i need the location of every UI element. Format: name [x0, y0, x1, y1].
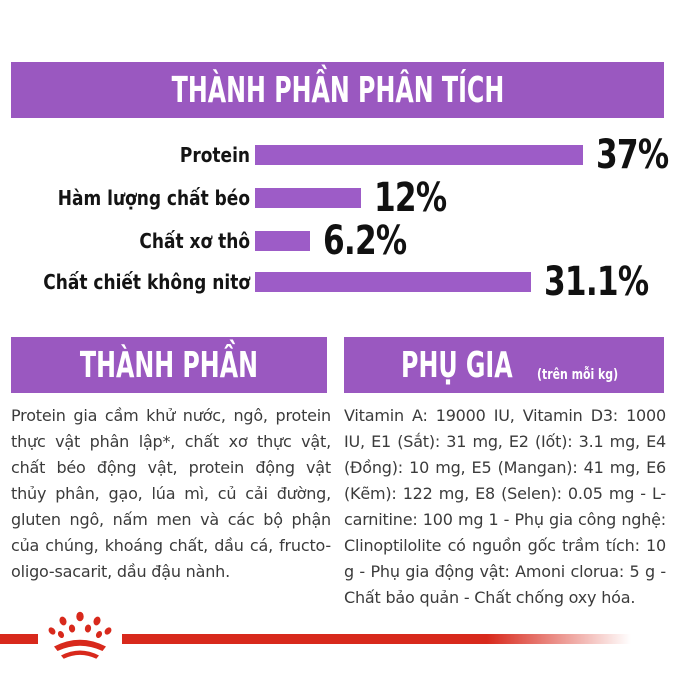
chart-row: Chất chiết không nitơ 31.1%	[0, 259, 675, 305]
bar-label: Chất chiết không nitơ	[43, 270, 250, 294]
chart-row: Chất xơ thô 6.2%	[0, 218, 430, 264]
bar-value: 6.2%	[323, 218, 407, 264]
bar-label: Chất xơ thô	[139, 229, 250, 253]
ingredients-header-banner: THÀNH PHẦN	[11, 337, 327, 393]
bar	[255, 272, 531, 292]
bar-label: Hàm lượng chất béo	[57, 186, 251, 210]
ingredients-title: THÀNH PHẦN	[79, 344, 259, 386]
analysis-title-banner: THÀNH PHẦN PHÂN TÍCH	[11, 62, 664, 118]
chart-row: Protein 37%	[0, 132, 675, 178]
chart-row: Hàm lượng chất béo 12%	[0, 175, 467, 221]
bar	[255, 231, 310, 251]
bar-label: Protein	[179, 143, 250, 167]
additives-header-banner: PHỤ GIA (trên mỗi kg)	[344, 337, 664, 393]
analysis-title: THÀNH PHẦN PHÂN TÍCH	[171, 69, 504, 111]
bar-value: 31.1%	[544, 259, 649, 305]
bar-value: 12%	[374, 175, 447, 221]
footer-red-line-left	[0, 634, 38, 644]
additives-text: Vitamin A: 19000 IU, Vitamin D3: 1000 IU…	[344, 406, 666, 607]
footer-red-line-right	[122, 634, 675, 644]
bar	[255, 145, 583, 165]
bar	[255, 188, 361, 208]
royal-canin-crown-paw-icon	[48, 611, 112, 659]
additives-title-suffix: (trên mỗi kg)	[536, 367, 618, 383]
bar-value: 37%	[596, 132, 669, 178]
ingredients-text: Protein gia cầm khử nước, ngô, protein t…	[11, 406, 331, 581]
analysis-bar-chart: Protein 37% Hàm lượng chất béo 12% Chất …	[0, 0, 675, 320]
additives-title: PHỤ GIA	[401, 344, 514, 386]
